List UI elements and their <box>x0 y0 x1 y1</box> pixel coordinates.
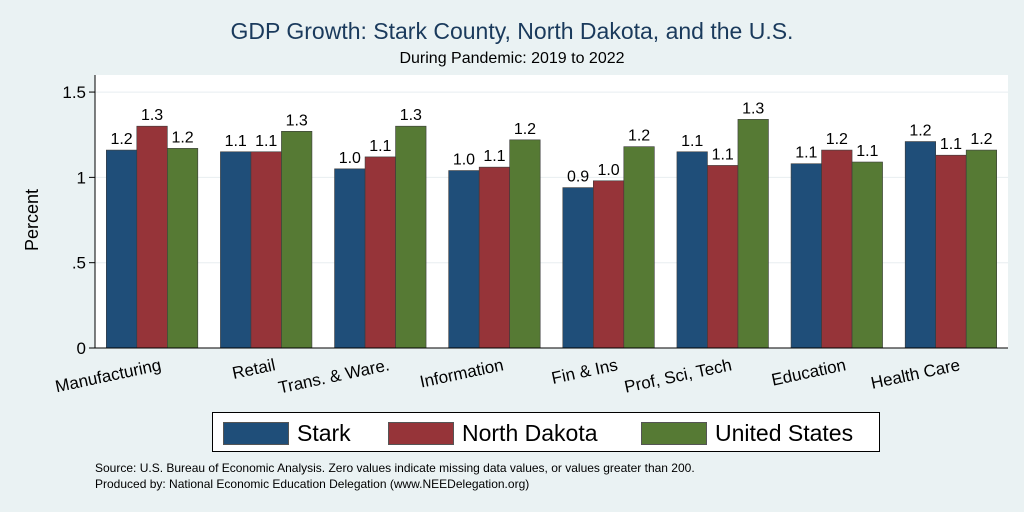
legend-item-stark: Stark <box>223 420 351 447</box>
bar-united-states <box>281 131 313 349</box>
bar-united-states <box>851 161 883 349</box>
data-label: 1.1 <box>255 133 277 150</box>
bar-united-states <box>737 119 769 349</box>
source-note: Source: U.S. Bureau of Economic Analysis… <box>95 461 695 475</box>
bar-united-states <box>509 139 541 349</box>
legend-item-north-dakota: North Dakota <box>388 420 598 447</box>
x-tick-label: Health Care <box>869 355 962 392</box>
data-label: 1.2 <box>909 123 931 140</box>
bar-stark <box>676 151 708 349</box>
y-tick-label: 1.5 <box>62 83 86 102</box>
data-label: 1.3 <box>141 107 163 124</box>
y-tick-label: 1 <box>77 168 86 187</box>
data-label: 1.1 <box>483 148 505 165</box>
y-tick-label: 0 <box>77 339 86 358</box>
data-label: 1.2 <box>171 129 193 146</box>
data-label: 1.0 <box>597 162 619 179</box>
legend-label-stark: Stark <box>297 420 351 446</box>
x-tick-label: Prof, Sci, Tech <box>623 355 734 396</box>
legend-swatch-united-states <box>641 422 707 445</box>
legend-swatch-stark <box>223 422 289 445</box>
bar-stark <box>904 141 936 349</box>
data-label: 1.1 <box>940 136 962 153</box>
data-label: 1.0 <box>339 150 361 167</box>
data-labels: 1.2 1.3 1.2 1.1 1.1 1.3 1.0 1.1 1.3 1.0 1.1 1.2 0.9 1… <box>110 100 992 185</box>
data-label: 1.1 <box>795 145 817 162</box>
data-label: 0.9 <box>567 169 589 186</box>
bar-united-states <box>395 125 427 349</box>
legend-swatch-north-dakota <box>388 422 454 445</box>
x-tick-label: Manufacturing <box>54 355 163 396</box>
chart-subtitle: During Pandemic: 2019 to 2022 <box>399 50 625 67</box>
bars <box>106 119 997 349</box>
data-label: 1.3 <box>742 100 764 117</box>
data-label: 1.2 <box>826 131 848 148</box>
data-label: 1.0 <box>453 152 475 169</box>
x-tick-label: Trans. & Ware. <box>277 355 392 397</box>
legend-label-united-states: United States <box>715 420 854 446</box>
data-label: 1.1 <box>681 133 703 150</box>
bar-stark <box>562 187 594 349</box>
bar-stark <box>790 163 822 349</box>
data-label: 1.1 <box>856 143 878 160</box>
chart-title: GDP Growth: Stark County, North Dakota, … <box>230 18 794 44</box>
legend-item-united-states: United States <box>641 420 853 447</box>
bar-north-dakota <box>593 180 625 349</box>
x-tick-label: Education <box>770 355 848 389</box>
data-label: 1.3 <box>400 107 422 124</box>
bar-north-dakota <box>707 165 739 349</box>
bar-stark <box>334 168 366 349</box>
data-label: 1.2 <box>514 121 536 138</box>
bar-north-dakota <box>136 125 168 349</box>
bar-stark <box>448 170 480 349</box>
produced-note: Produced by: National Economic Education… <box>95 477 530 491</box>
bar-united-states <box>965 149 997 349</box>
y-axis-label: Percent <box>22 189 42 251</box>
x-tick-label: Fin & Ins <box>550 355 620 388</box>
bar-stark <box>106 149 138 349</box>
bar-united-states <box>167 148 199 349</box>
x-tick-label: Information <box>418 355 505 391</box>
legend: Stark North Dakota United States <box>212 412 880 452</box>
data-label: 1.2 <box>110 131 132 148</box>
data-label: 1.1 <box>369 138 391 155</box>
x-tick-label: Retail <box>231 355 277 383</box>
data-label: 1.2 <box>628 128 650 145</box>
y-tick-label: .5 <box>72 254 86 273</box>
data-label: 1.2 <box>970 131 992 148</box>
legend-label-north-dakota: North Dakota <box>462 420 598 446</box>
bar-united-states <box>623 146 655 349</box>
bar-north-dakota <box>250 151 282 349</box>
bar-stark <box>220 151 252 349</box>
bar-north-dakota <box>364 156 396 349</box>
data-label: 1.3 <box>286 112 308 129</box>
bar-north-dakota <box>935 154 967 349</box>
bar-chart: 1.2 1.3 1.2 1.1 1.1 1.3 1.0 1.1 1.3 1.0 1.1 1.2 0.9 1… <box>22 75 1008 397</box>
bar-north-dakota <box>821 149 853 349</box>
data-label: 1.1 <box>712 146 734 163</box>
data-label: 1.1 <box>225 133 247 150</box>
bar-north-dakota <box>478 166 510 349</box>
